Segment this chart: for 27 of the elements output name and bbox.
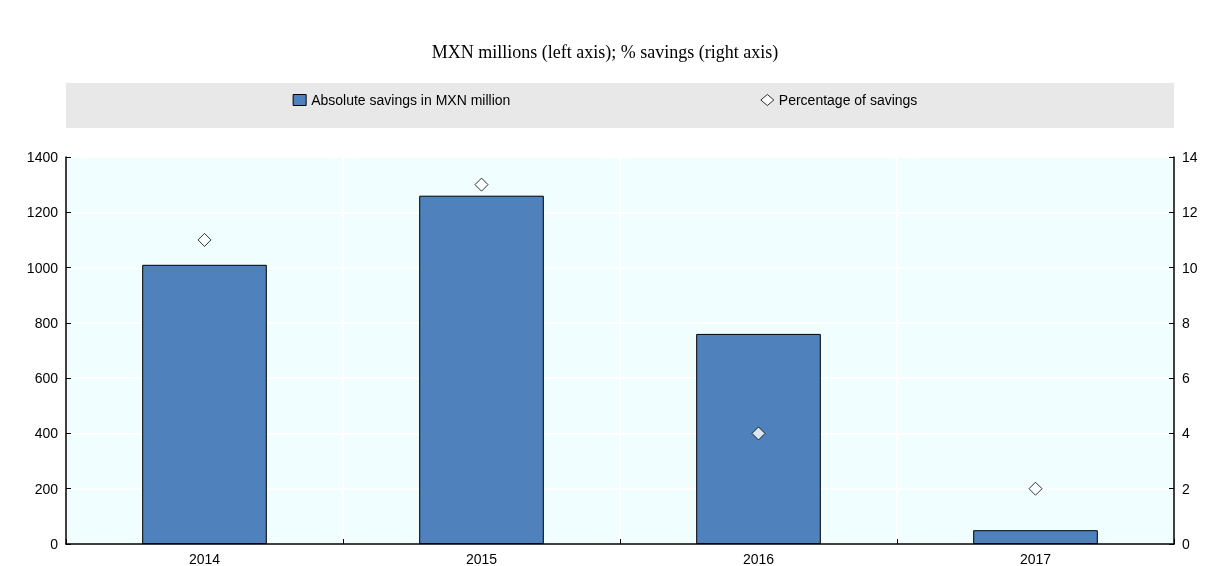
point bbox=[474, 177, 489, 192]
y2-tick-label: 10 bbox=[1182, 259, 1198, 276]
point bbox=[751, 426, 766, 441]
legend-label: Absolute savings in MXN million bbox=[311, 92, 511, 108]
y2-tick-label: 14 bbox=[1182, 149, 1198, 165]
y-tick-label: 1000 bbox=[26, 259, 59, 276]
y-tick-label: 200 bbox=[34, 480, 59, 497]
y2-tick-label: 4 bbox=[1182, 425, 1190, 442]
point bbox=[1028, 481, 1043, 496]
y2-tick-label: 8 bbox=[1182, 314, 1190, 331]
y-tick-label: 400 bbox=[34, 425, 59, 442]
chart-title: MXN millions (left axis); % savings (right axis) bbox=[431, 42, 779, 63]
y-tick-label: 600 bbox=[34, 370, 59, 387]
x-tick-label: 2017 bbox=[1019, 551, 1052, 566]
y2-tick-label: 2 bbox=[1182, 480, 1190, 497]
y-tick-label: 800 bbox=[34, 314, 59, 331]
legend-label: Percentage of savings bbox=[778, 92, 918, 108]
x-tick-label: 2014 bbox=[188, 551, 221, 566]
y-tick-label: 1400 bbox=[26, 149, 59, 165]
y-tick-label: 0 bbox=[50, 536, 59, 552]
y2-tick-label: 0 bbox=[1182, 536, 1190, 552]
y-tick-label: 1200 bbox=[26, 204, 59, 221]
y2-tick-label: 6 bbox=[1182, 370, 1190, 387]
x-tick-label: 2016 bbox=[742, 551, 775, 566]
point bbox=[197, 232, 212, 247]
y2-tick-label: 12 bbox=[1182, 204, 1198, 221]
x-tick-label: 2015 bbox=[465, 551, 498, 566]
